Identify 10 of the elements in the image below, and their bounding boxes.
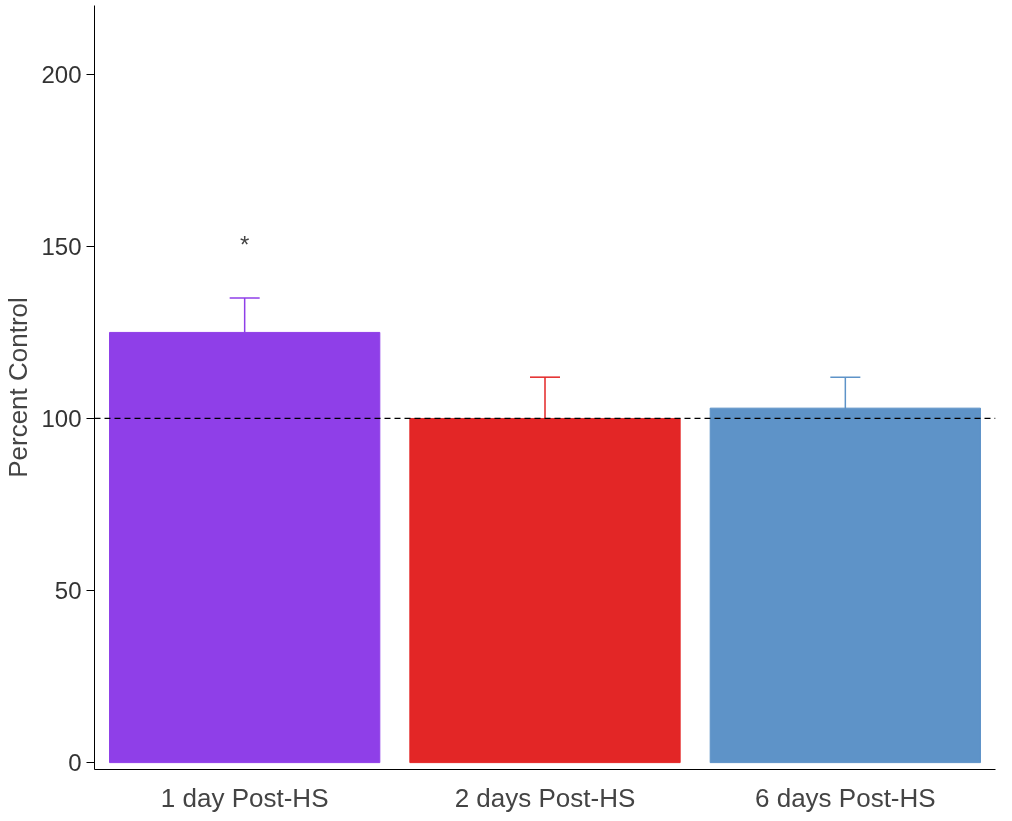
x-tick-label: 6 days Post-HS <box>755 782 936 813</box>
x-tick-label: 2 days Post-HS <box>454 782 636 813</box>
annotation: * <box>240 231 250 259</box>
y-tick-label: 100 <box>41 404 82 432</box>
y-axis-title: Percent Control <box>3 297 34 478</box>
y-tick-label: 0 <box>68 749 82 777</box>
y-tick-label: 150 <box>41 232 82 260</box>
x-tick-label: 1 day Post-HS <box>160 782 329 813</box>
y-tick-label: 50 <box>54 577 82 605</box>
y-tick-label: 200 <box>41 60 82 88</box>
